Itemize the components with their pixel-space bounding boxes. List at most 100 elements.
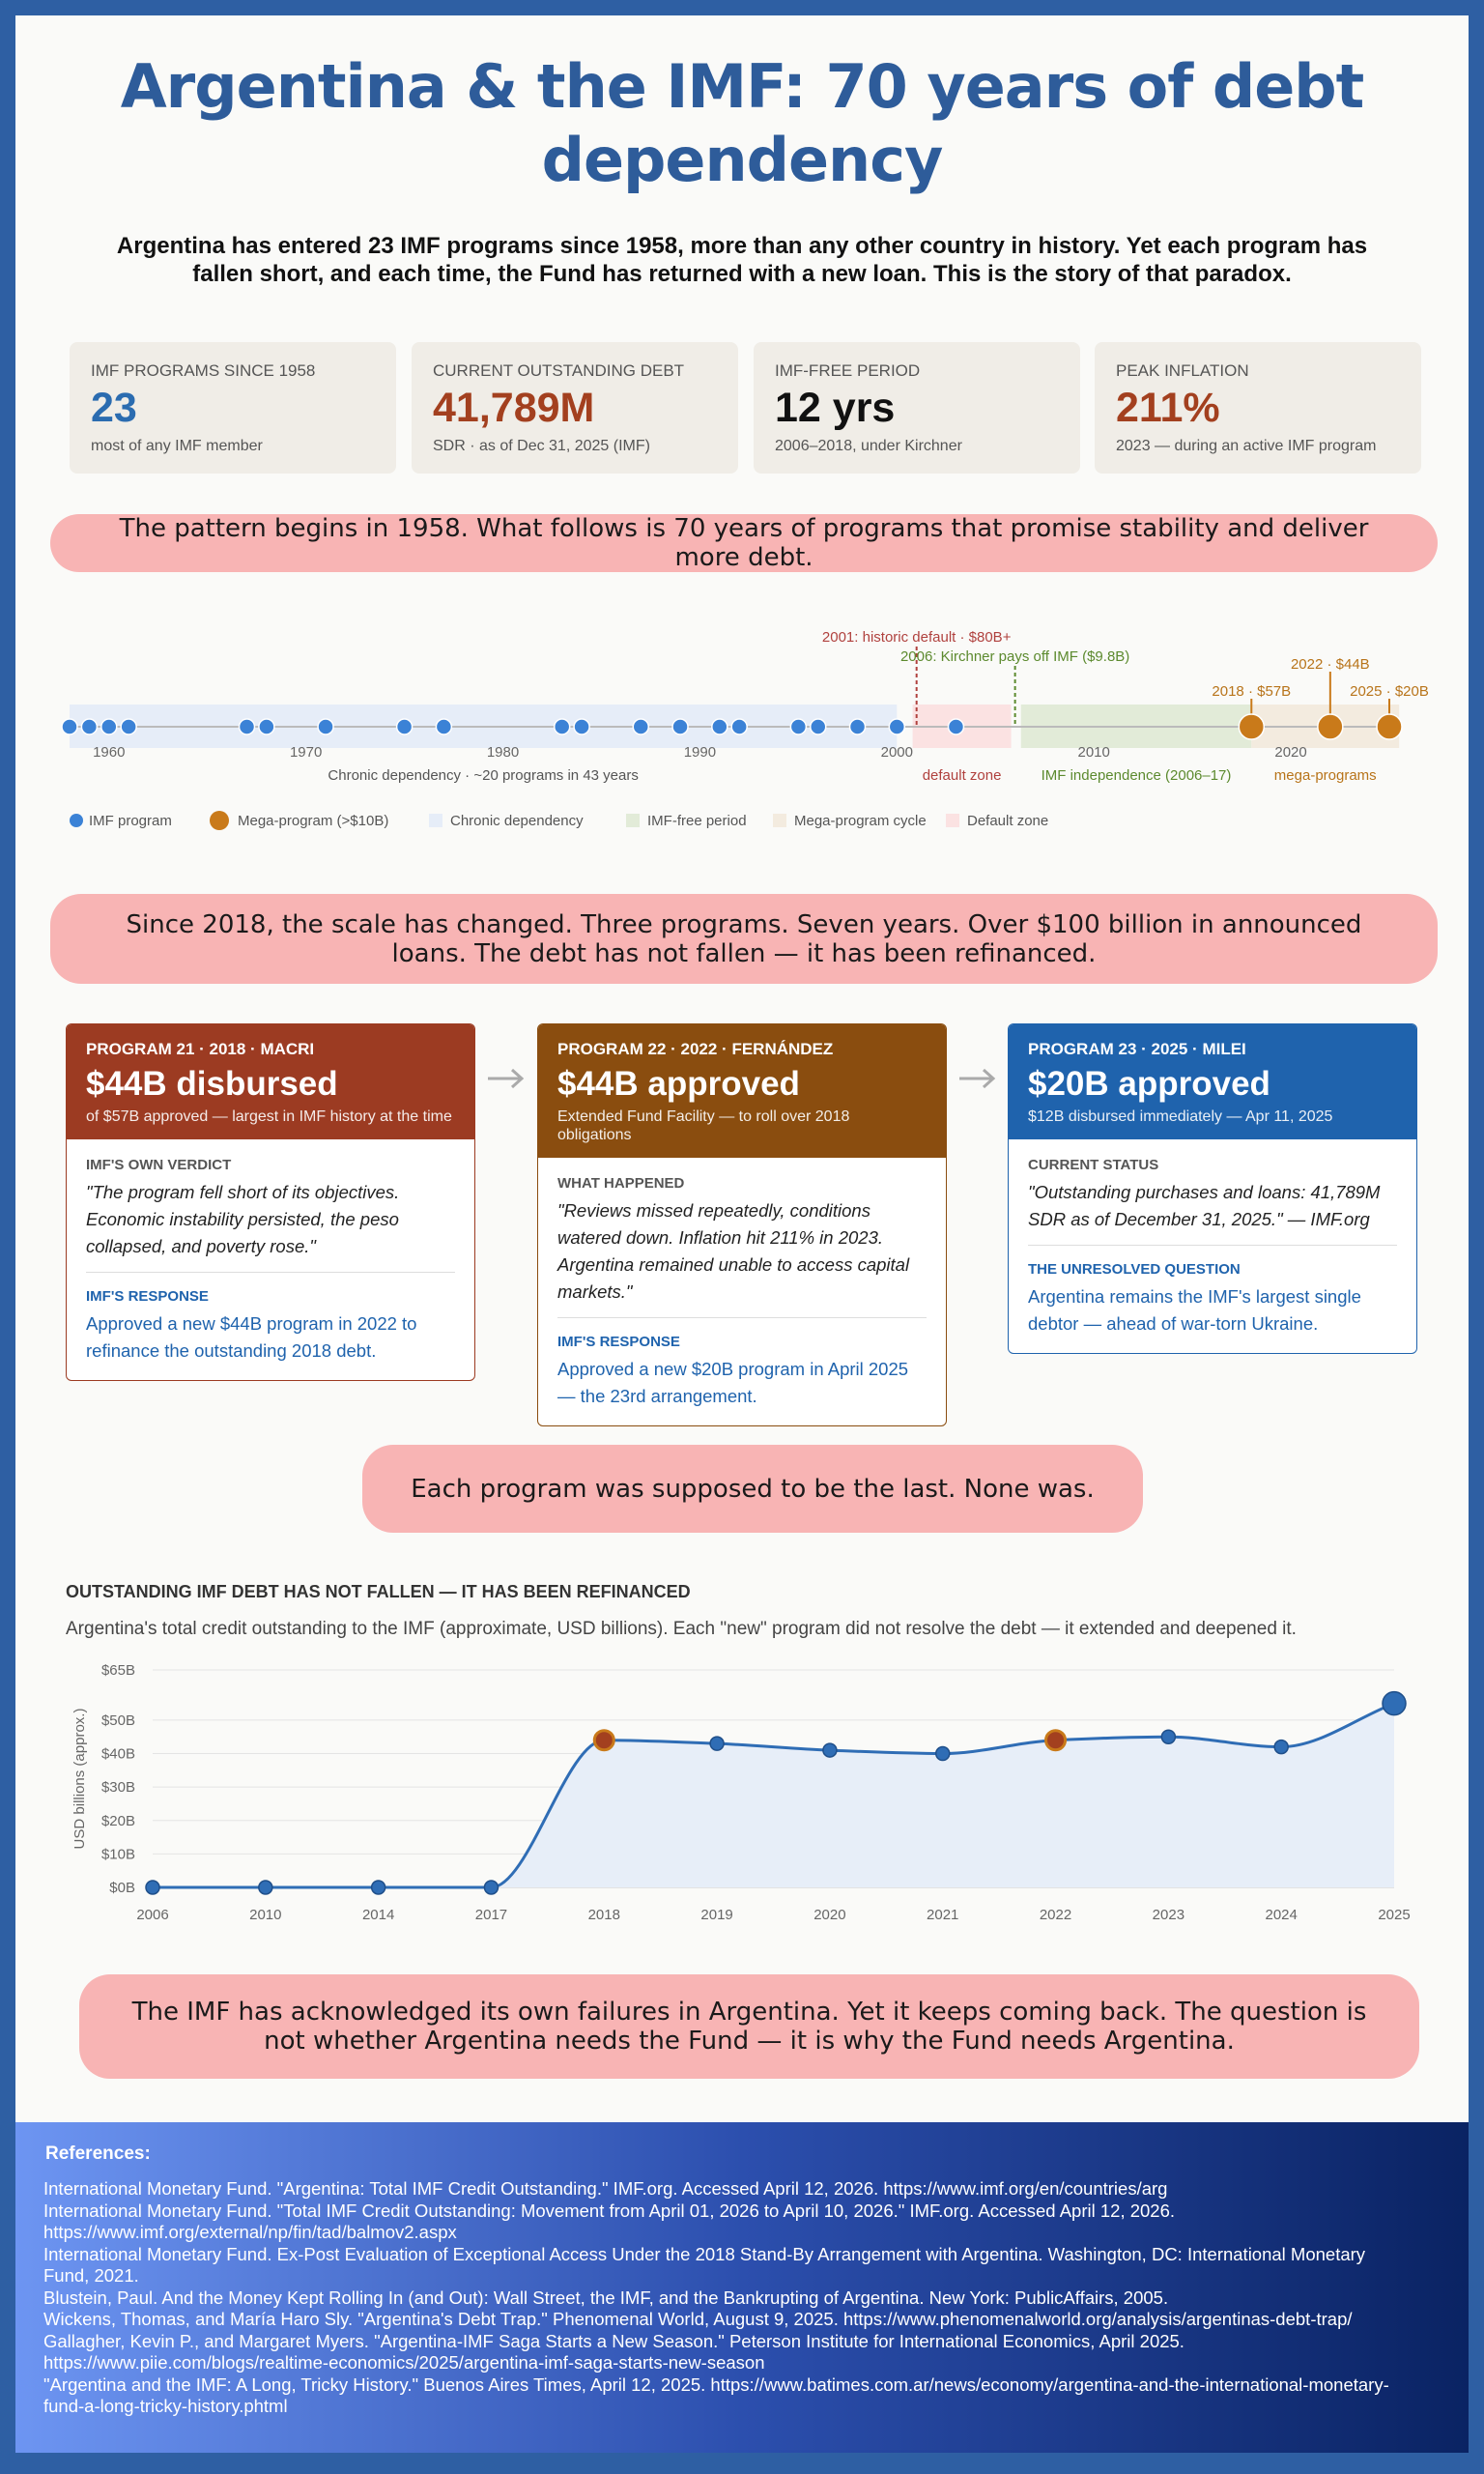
event-label: 2006: Kirchner pays off IMF ($9.8B) <box>900 648 1129 665</box>
stat-label: PEAK INFLATION <box>1116 361 1249 380</box>
card-section: IMF'S OWN VERDICT "The program fell short… <box>86 1157 455 1260</box>
zone-label: default zone <box>923 767 1002 784</box>
legend-swatch <box>429 814 442 827</box>
x-tick-label: 1990 <box>684 744 716 761</box>
page-title: Argentina & the IMF: 70 years of debt de… <box>120 51 1365 195</box>
y-tick-label: $30B <box>101 1779 135 1796</box>
stat-label: IMF PROGRAMS SINCE 1958 <box>91 361 316 380</box>
card-section: WHAT HAPPENED "Reviews missed repeatedly,… <box>557 1175 927 1306</box>
stat-card: IMF PROGRAMS SINCE 1958 23 most of any IMF… <box>70 342 396 474</box>
debt-chart: OUTSTANDING IMF DEBT HAS NOT FALLEN — IT… <box>66 1582 1411 1923</box>
program-dot <box>789 718 808 735</box>
x-tick-label: 2020 <box>813 1907 845 1923</box>
program-label: 2025 · $20B <box>1350 683 1429 700</box>
callout: Each program was supposed to be the last… <box>362 1445 1143 1533</box>
point <box>145 1880 160 1895</box>
point <box>709 1736 725 1751</box>
section-label: CURRENT STATUS <box>1028 1157 1159 1173</box>
reference: International Monetary Fund. "Total IMF … <box>43 2200 1176 2243</box>
point <box>1160 1729 1177 1744</box>
section-text: "Outstanding purchases and loans: 41,789… <box>1028 1182 1381 1229</box>
reference: "Argentina and the IMF: A Long, Tricky H… <box>43 2373 1389 2417</box>
card-section: CURRENT STATUS "Outstanding purchases and… <box>1028 1157 1397 1233</box>
card-headline: $20B approved <box>1028 1065 1270 1103</box>
area <box>153 1703 1394 1887</box>
x-tick-label: 1980 <box>487 744 519 761</box>
x-tick-label: 2024 <box>1265 1907 1297 1923</box>
references-title: References: <box>45 2143 151 2164</box>
x-tick-label: 2017 <box>475 1907 507 1923</box>
program-dot <box>632 718 650 735</box>
section-label: THE UNRESOLVED QUESTION <box>1028 1261 1241 1278</box>
section-text: Approved a new $44B program in 2022 to r… <box>86 1313 417 1361</box>
card-program: PROGRAM 21 · 2018 · MACRI <box>86 1040 315 1058</box>
section-label: IMF'S RESPONSE <box>557 1334 680 1350</box>
card-section: IMF'S RESPONSE Approved a new $44B progra… <box>86 1272 455 1365</box>
x-tick-label: 2022 <box>1040 1907 1071 1923</box>
program-label: 2018 · $57B <box>1212 683 1291 700</box>
program-dot <box>395 718 414 735</box>
stat-value: 23 <box>91 385 137 431</box>
card-subhead: Extended Fund Facility — to roll over 20… <box>557 1108 850 1143</box>
legend-label: IMF-free period <box>647 813 747 829</box>
y-tick-label: $20B <box>101 1813 135 1829</box>
program-card: PROGRAM 22 · 2022 · FERNÁNDEZ $44B approv… <box>537 1023 947 1426</box>
y-tick-label: $0B <box>109 1880 135 1896</box>
program-dot <box>809 718 827 735</box>
section-text: "Reviews missed repeatedly, conditions w… <box>557 1200 910 1302</box>
legend-label: Chronic dependency <box>450 813 584 829</box>
point <box>1044 1729 1068 1752</box>
program-dot <box>100 718 118 735</box>
stat-label: CURRENT OUTSTANDING DEBT <box>433 361 685 380</box>
point <box>822 1742 838 1758</box>
x-tick-label: 2021 <box>927 1907 958 1923</box>
mega-program-dot <box>1376 713 1403 740</box>
program-dot <box>238 718 256 735</box>
reference: Gallagher, Kevin P., and Margaret Myers.… <box>43 2330 1184 2373</box>
program-dot <box>317 718 334 735</box>
section-text: "The program fell short of its objective… <box>86 1182 400 1256</box>
y-tick-label: $10B <box>101 1846 135 1862</box>
program-card: PROGRAM 23 · 2025 · MILEI $20B approved $1… <box>1008 1023 1417 1354</box>
program-dot <box>671 718 689 735</box>
card-header: PROGRAM 21 · 2018 · MACRI $44B disbursed o… <box>67 1024 474 1139</box>
program-dot <box>711 718 728 735</box>
x-tick-label: 2018 <box>588 1907 620 1923</box>
card-program: PROGRAM 23 · 2025 · MILEI <box>1028 1040 1246 1058</box>
program-dot <box>258 718 275 735</box>
card-section: THE UNRESOLVED QUESTION Argentina remains… <box>1028 1245 1397 1338</box>
stat-value: 12 yrs <box>775 385 896 431</box>
x-tick-label: 2020 <box>1274 744 1306 761</box>
stat-label: IMF-FREE PERIOD <box>775 361 921 380</box>
stat-value: 211% <box>1116 385 1220 431</box>
x-tick-label: 2010 <box>1077 744 1109 761</box>
stat-note: SDR · as of Dec 31, 2025 (IMF) <box>433 438 650 454</box>
legend-label: Mega-program (>$10B) <box>238 813 388 829</box>
section-text: Approved a new $20B program in April 202… <box>557 1359 909 1406</box>
reference: International Monetary Fund. "Argentina:… <box>43 2178 1168 2199</box>
card-arrows <box>488 1068 996 1089</box>
x-tick-label: 2006 <box>136 1907 168 1923</box>
zone-label: Chronic dependency · ~20 programs in 43 … <box>328 767 638 784</box>
card-headline: $44B approved <box>557 1065 800 1103</box>
card-headline: $44B disbursed <box>86 1065 338 1103</box>
program-dot <box>435 718 453 735</box>
references: References: International Monetary Fund.… <box>15 2122 1469 2453</box>
card-body: CURRENT STATUS "Outstanding purchases and… <box>1009 1139 1416 1353</box>
point <box>483 1880 499 1895</box>
stat-note: most of any IMF member <box>91 438 263 454</box>
x-tick-label: 2010 <box>249 1907 281 1923</box>
legend-swatch <box>946 814 959 827</box>
mega-program-dot <box>1238 713 1266 740</box>
stat-card: CURRENT OUTSTANDING DEBT 41,789M SDR · as … <box>412 342 738 474</box>
chart-subtitle: Argentina's total credit outstanding to … <box>66 1619 1297 1639</box>
zone-label: mega-programs <box>1274 767 1377 784</box>
legend-swatch <box>210 811 229 830</box>
stat-note: 2006–2018, under Kirchner <box>775 438 962 454</box>
legend-label: Mega-program cycle <box>794 813 927 829</box>
card-header: PROGRAM 23 · 2025 · MILEI $20B approved $1… <box>1009 1024 1416 1139</box>
card-section: IMF'S RESPONSE Approved a new $20B progra… <box>557 1317 927 1410</box>
legend-swatch <box>773 814 786 827</box>
section-label: WHAT HAPPENED <box>557 1175 685 1192</box>
stat-note: 2023 — during an active IMF program <box>1116 438 1377 454</box>
